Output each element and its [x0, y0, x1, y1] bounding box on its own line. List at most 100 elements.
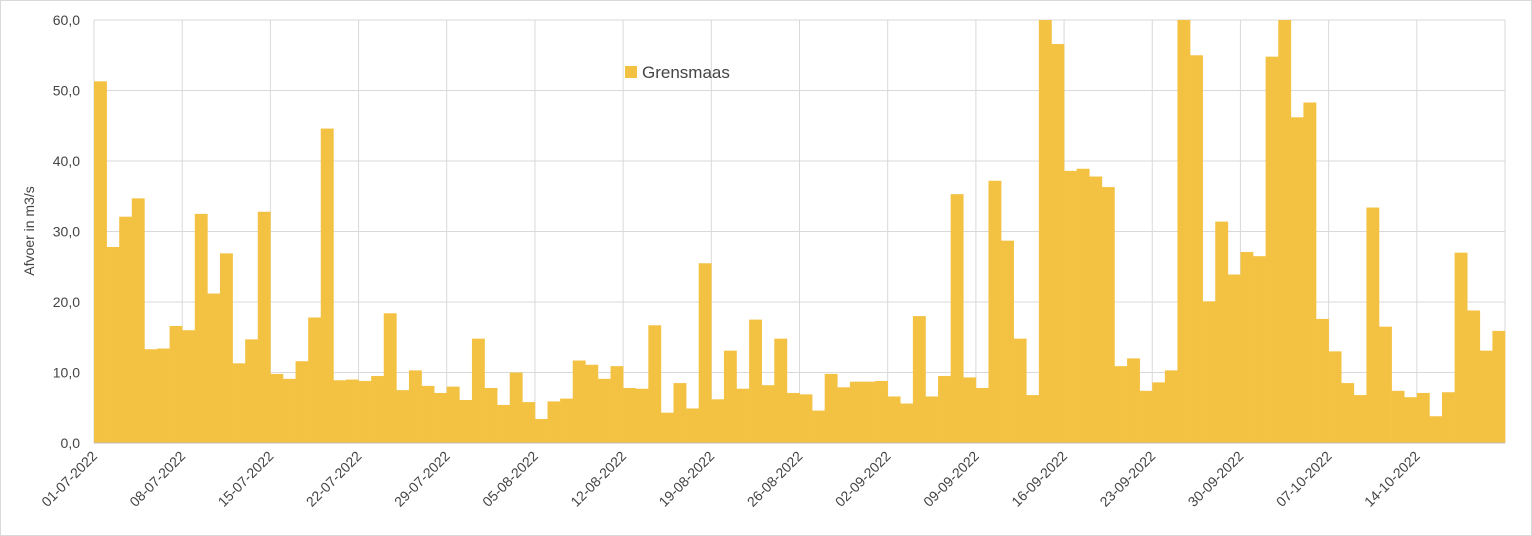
- bar: [119, 216, 133, 443]
- bar: [925, 396, 939, 443]
- bar: [1038, 20, 1052, 443]
- bar: [94, 81, 107, 444]
- bar: [938, 376, 951, 443]
- bar: [736, 388, 750, 443]
- y-tick-label: 10,0: [53, 365, 80, 381]
- bar: [723, 350, 737, 443]
- bar: [1467, 310, 1481, 443]
- y-tick-label: 20,0: [53, 294, 80, 310]
- bar: [1240, 251, 1254, 443]
- bar: [194, 213, 208, 443]
- x-tick-label: 08-07-2022: [126, 448, 188, 510]
- bar: [988, 180, 1002, 444]
- bar: [875, 380, 888, 443]
- bar: [1328, 351, 1342, 443]
- x-tick-label: 22-07-2022: [303, 448, 365, 510]
- bar: [421, 385, 435, 443]
- x-tick-label: 15-07-2022: [215, 448, 277, 510]
- x-tick-label: 30-09-2022: [1185, 448, 1247, 510]
- bar: [232, 363, 246, 443]
- bar: [1366, 207, 1380, 443]
- bar: [459, 399, 473, 443]
- x-tick-label: 26-08-2022: [744, 448, 806, 510]
- bar: [1303, 102, 1317, 444]
- bar: [1227, 274, 1241, 443]
- bar: [623, 388, 637, 443]
- legend-label: Grensmaas: [642, 63, 730, 82]
- bar: [1026, 395, 1040, 443]
- bar: [749, 319, 763, 443]
- bar: [786, 392, 800, 443]
- bar: [1454, 252, 1468, 443]
- bar: [1190, 55, 1203, 443]
- bar: [1177, 20, 1191, 443]
- bar: [547, 401, 561, 443]
- bar: [534, 419, 548, 443]
- x-tick-label: 01-07-2022: [38, 448, 100, 510]
- x-tick-label: 07-10-2022: [1273, 448, 1335, 510]
- bar: [686, 408, 700, 443]
- bar: [812, 410, 825, 443]
- x-tick-label: 14-10-2022: [1361, 448, 1423, 510]
- bar: [1215, 221, 1229, 443]
- bar: [1442, 392, 1455, 443]
- y-tick-label: 60,0: [53, 12, 80, 28]
- y-tick-label: 0,0: [61, 435, 81, 451]
- bar: [509, 372, 523, 443]
- bar: [497, 404, 511, 443]
- bar: [1164, 370, 1178, 443]
- bar: [446, 386, 460, 443]
- bar: [156, 348, 170, 443]
- bar: [320, 128, 334, 443]
- bar: [774, 338, 788, 443]
- bar: [1391, 390, 1405, 443]
- bar: [182, 330, 196, 443]
- bar: [408, 370, 422, 443]
- y-tick-label: 40,0: [53, 153, 80, 169]
- legend-swatch: [625, 66, 637, 78]
- bar: [1265, 56, 1279, 443]
- bar: [207, 293, 221, 443]
- y-tick-label: 30,0: [53, 224, 80, 240]
- bar: [560, 398, 574, 443]
- x-tick-label: 02-09-2022: [832, 448, 894, 510]
- bar: [358, 380, 372, 443]
- bar: [1089, 176, 1103, 443]
- bar: [1064, 170, 1077, 443]
- bar: [698, 263, 712, 443]
- bar: [1253, 256, 1266, 443]
- x-tick-label: 23-09-2022: [1096, 448, 1158, 510]
- bar: [1290, 117, 1304, 443]
- bar: [1479, 350, 1493, 443]
- bar: [585, 364, 599, 443]
- bar: [635, 388, 649, 443]
- bar: [245, 339, 259, 443]
- bar: [887, 396, 901, 443]
- bar: [219, 253, 233, 443]
- bar: [144, 349, 158, 443]
- bar: [371, 376, 385, 443]
- bar: [1379, 326, 1392, 443]
- bar: [1404, 397, 1418, 443]
- bar: [1429, 416, 1443, 443]
- x-tick-label: 29-07-2022: [391, 448, 453, 510]
- bar: [912, 316, 926, 443]
- bar: [396, 390, 410, 443]
- x-tick-label: 16-09-2022: [1008, 448, 1070, 510]
- bar: [1139, 390, 1153, 443]
- bar: [837, 387, 851, 443]
- bar: [1114, 366, 1128, 443]
- bar: [824, 373, 838, 443]
- bar: [1127, 358, 1140, 443]
- bar: [308, 317, 322, 443]
- bar: [383, 313, 397, 443]
- bar: [106, 247, 120, 443]
- bar: [295, 361, 309, 443]
- x-tick-label: 19-08-2022: [655, 448, 717, 510]
- bar: [270, 373, 284, 443]
- bar: [900, 403, 914, 443]
- bar: [1316, 318, 1329, 443]
- bar: [862, 381, 876, 443]
- bar: [471, 338, 485, 443]
